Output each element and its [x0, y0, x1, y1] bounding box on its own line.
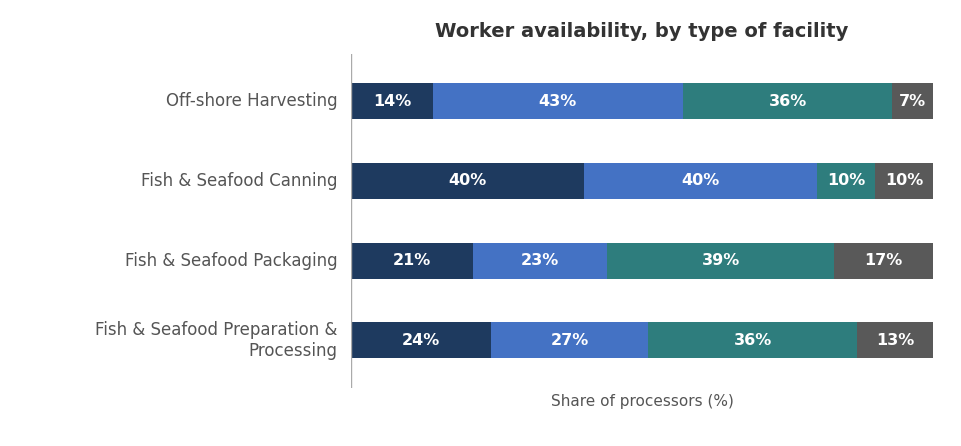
Text: 23%: 23% [521, 253, 559, 268]
X-axis label: Share of processors (%): Share of processors (%) [550, 393, 733, 409]
Bar [351, 243, 473, 278]
Text: 21%: 21% [393, 253, 431, 268]
Text: 14%: 14% [372, 94, 410, 109]
Bar [648, 322, 856, 358]
Bar [351, 322, 490, 358]
Title: Worker availability, by type of facility: Worker availability, by type of facility [435, 22, 848, 41]
Bar [606, 243, 833, 278]
Bar [682, 83, 892, 119]
Bar [874, 163, 932, 199]
Text: 13%: 13% [875, 333, 914, 348]
Bar [583, 163, 816, 199]
Bar [833, 243, 932, 278]
Bar [351, 83, 432, 119]
Text: 39%: 39% [701, 253, 739, 268]
Text: 40%: 40% [448, 173, 486, 189]
Text: 7%: 7% [899, 94, 925, 109]
Text: 36%: 36% [768, 94, 806, 109]
Text: 24%: 24% [402, 333, 439, 348]
Bar [473, 243, 606, 278]
Text: 27%: 27% [550, 333, 588, 348]
Text: 10%: 10% [825, 173, 864, 189]
Bar [856, 322, 932, 358]
Text: 17%: 17% [864, 253, 901, 268]
Bar [490, 322, 648, 358]
Bar [816, 163, 875, 199]
Text: 43%: 43% [538, 94, 577, 109]
Bar [432, 83, 682, 119]
Bar [892, 83, 932, 119]
Text: 40%: 40% [680, 173, 719, 189]
Bar [351, 163, 583, 199]
Text: 10%: 10% [884, 173, 923, 189]
Text: 36%: 36% [733, 333, 771, 348]
